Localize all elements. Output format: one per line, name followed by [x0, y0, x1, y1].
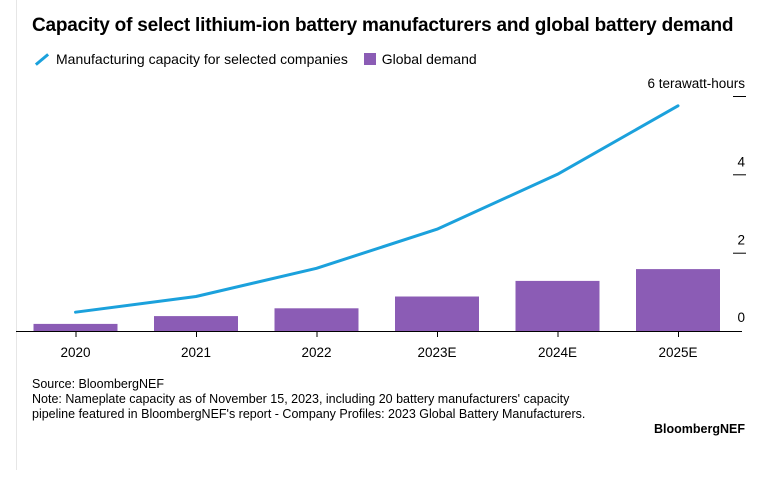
- bar-2023e: [395, 296, 479, 331]
- y-tick-label-4: 4: [737, 154, 745, 169]
- source-note: Source: BloombergNEF: [32, 377, 165, 391]
- x-tick-label-2022: 2022: [301, 345, 331, 360]
- bar-2025e: [636, 269, 720, 331]
- x-axis: 2020 2021 2022 2023E 2024E 2025E: [16, 331, 742, 360]
- y-tick-label-6: 6 terawatt-hours: [647, 76, 745, 91]
- legend-label-capacity: Manufacturing capacity for selected comp…: [56, 51, 348, 68]
- x-tick-label-2024e: 2024E: [538, 345, 577, 360]
- y-tick-label-0: 0: [737, 310, 745, 325]
- legend-item-demand: Global demand: [363, 51, 477, 68]
- legend-label-demand: Global demand: [381, 51, 477, 68]
- brand-logo-text: BloombergNEF: [654, 422, 745, 436]
- bar-2021: [154, 316, 238, 331]
- x-tick-label-2021: 2021: [181, 345, 211, 360]
- bar-2020: [33, 323, 118, 331]
- x-tick-label-2020: 2020: [60, 345, 90, 360]
- y-tick-label-2: 2: [737, 233, 745, 248]
- line-layer: [74, 104, 680, 314]
- legend-bar-swatch: [363, 53, 376, 66]
- x-tick-label-2023e: 2023E: [417, 345, 456, 360]
- left-divider: [16, 0, 17, 470]
- legend: Manufacturing capacity for selected comp…: [32, 50, 489, 68]
- y-axis: 0 2 4 6 terawatt-hours: [647, 76, 746, 325]
- x-tick-label-2025e: 2025E: [658, 345, 697, 360]
- bar-2024e: [515, 280, 600, 331]
- legend-item-capacity: Manufacturing capacity for selected comp…: [32, 51, 348, 67]
- bars-layer: [33, 269, 720, 331]
- footnote: Note: Nameplate capacity as of November …: [32, 392, 586, 421]
- bar-2022: [274, 308, 359, 331]
- chart-title: Capacity of select lithium-ion battery m…: [32, 15, 734, 36]
- capacity-line: [74, 104, 680, 314]
